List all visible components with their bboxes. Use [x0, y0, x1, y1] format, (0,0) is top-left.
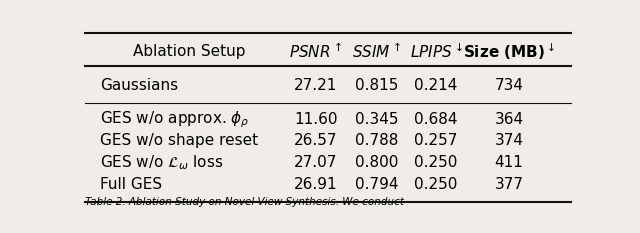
- Text: 364: 364: [495, 112, 524, 127]
- Text: Table 2. Ablation Study on Novel View Synthesis. We conduct: Table 2. Ablation Study on Novel View Sy…: [85, 197, 404, 207]
- Text: GES w/o $\mathcal{L}_\omega$ loss: GES w/o $\mathcal{L}_\omega$ loss: [100, 153, 223, 172]
- Text: $LPIPS^{\downarrow}$: $LPIPS^{\downarrow}$: [410, 42, 463, 61]
- Text: 27.07: 27.07: [294, 155, 337, 170]
- Text: 734: 734: [495, 78, 524, 93]
- Text: 0.250: 0.250: [415, 155, 458, 170]
- Text: 0.800: 0.800: [355, 155, 398, 170]
- Text: 411: 411: [495, 155, 524, 170]
- Text: 0.794: 0.794: [355, 177, 398, 192]
- Text: 26.91: 26.91: [294, 177, 337, 192]
- Text: Ablation Setup: Ablation Setup: [133, 44, 245, 59]
- Text: $SSIM^{\uparrow}$: $SSIM^{\uparrow}$: [352, 42, 401, 61]
- Text: 374: 374: [495, 134, 524, 148]
- Text: 26.57: 26.57: [294, 134, 337, 148]
- Text: 0.257: 0.257: [415, 134, 458, 148]
- Text: GES w/o shape reset: GES w/o shape reset: [100, 134, 258, 148]
- Text: 0.788: 0.788: [355, 134, 398, 148]
- Text: 0.345: 0.345: [355, 112, 398, 127]
- Text: $PSNR^{\uparrow}$: $PSNR^{\uparrow}$: [289, 42, 342, 61]
- Text: GES w/o approx. $\phi_\rho$: GES w/o approx. $\phi_\rho$: [100, 109, 250, 130]
- Text: 0.250: 0.250: [415, 177, 458, 192]
- Text: 0.214: 0.214: [415, 78, 458, 93]
- Text: 0.815: 0.815: [355, 78, 398, 93]
- Text: 27.21: 27.21: [294, 78, 337, 93]
- Text: $\mathbf{Size\ (MB)}^{\downarrow}$: $\mathbf{Size\ (MB)}^{\downarrow}$: [463, 41, 555, 62]
- Text: 11.60: 11.60: [294, 112, 337, 127]
- Text: Gaussians: Gaussians: [100, 78, 178, 93]
- Text: 0.684: 0.684: [414, 112, 458, 127]
- Text: Full GES: Full GES: [100, 177, 162, 192]
- Text: 377: 377: [495, 177, 524, 192]
